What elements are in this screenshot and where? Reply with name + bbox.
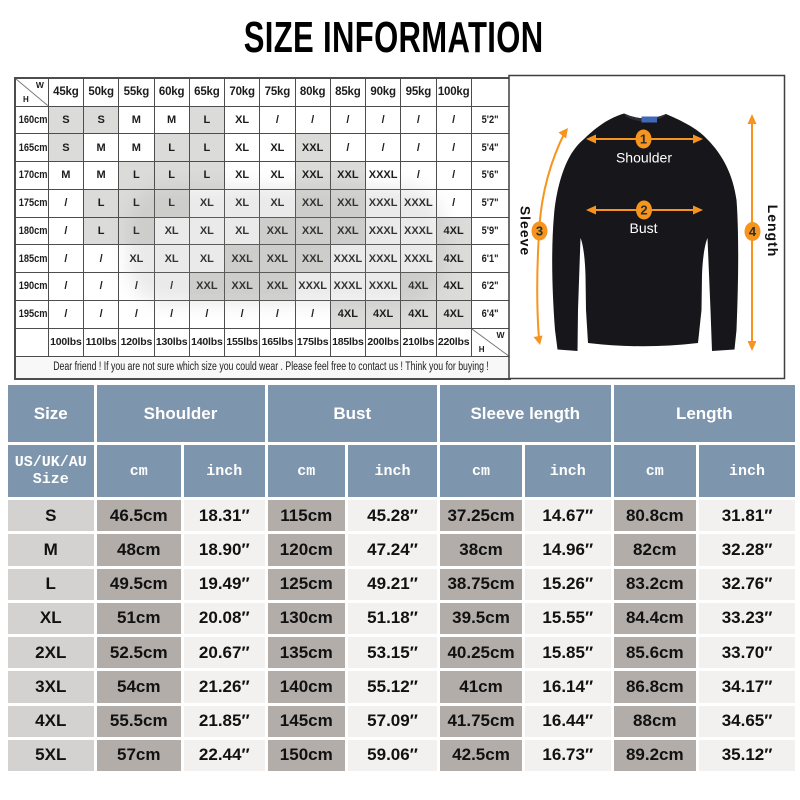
svg-text:Shoulder: Shoulder bbox=[616, 150, 672, 166]
svg-text:Sleeve: Sleeve bbox=[518, 206, 534, 256]
svg-text:2: 2 bbox=[640, 203, 647, 218]
svg-text:1: 1 bbox=[640, 132, 647, 147]
svg-text:Length: Length bbox=[765, 205, 781, 258]
svg-text:4: 4 bbox=[749, 224, 757, 239]
svg-text:3: 3 bbox=[536, 224, 543, 239]
svg-text:Bust: Bust bbox=[629, 220, 657, 236]
